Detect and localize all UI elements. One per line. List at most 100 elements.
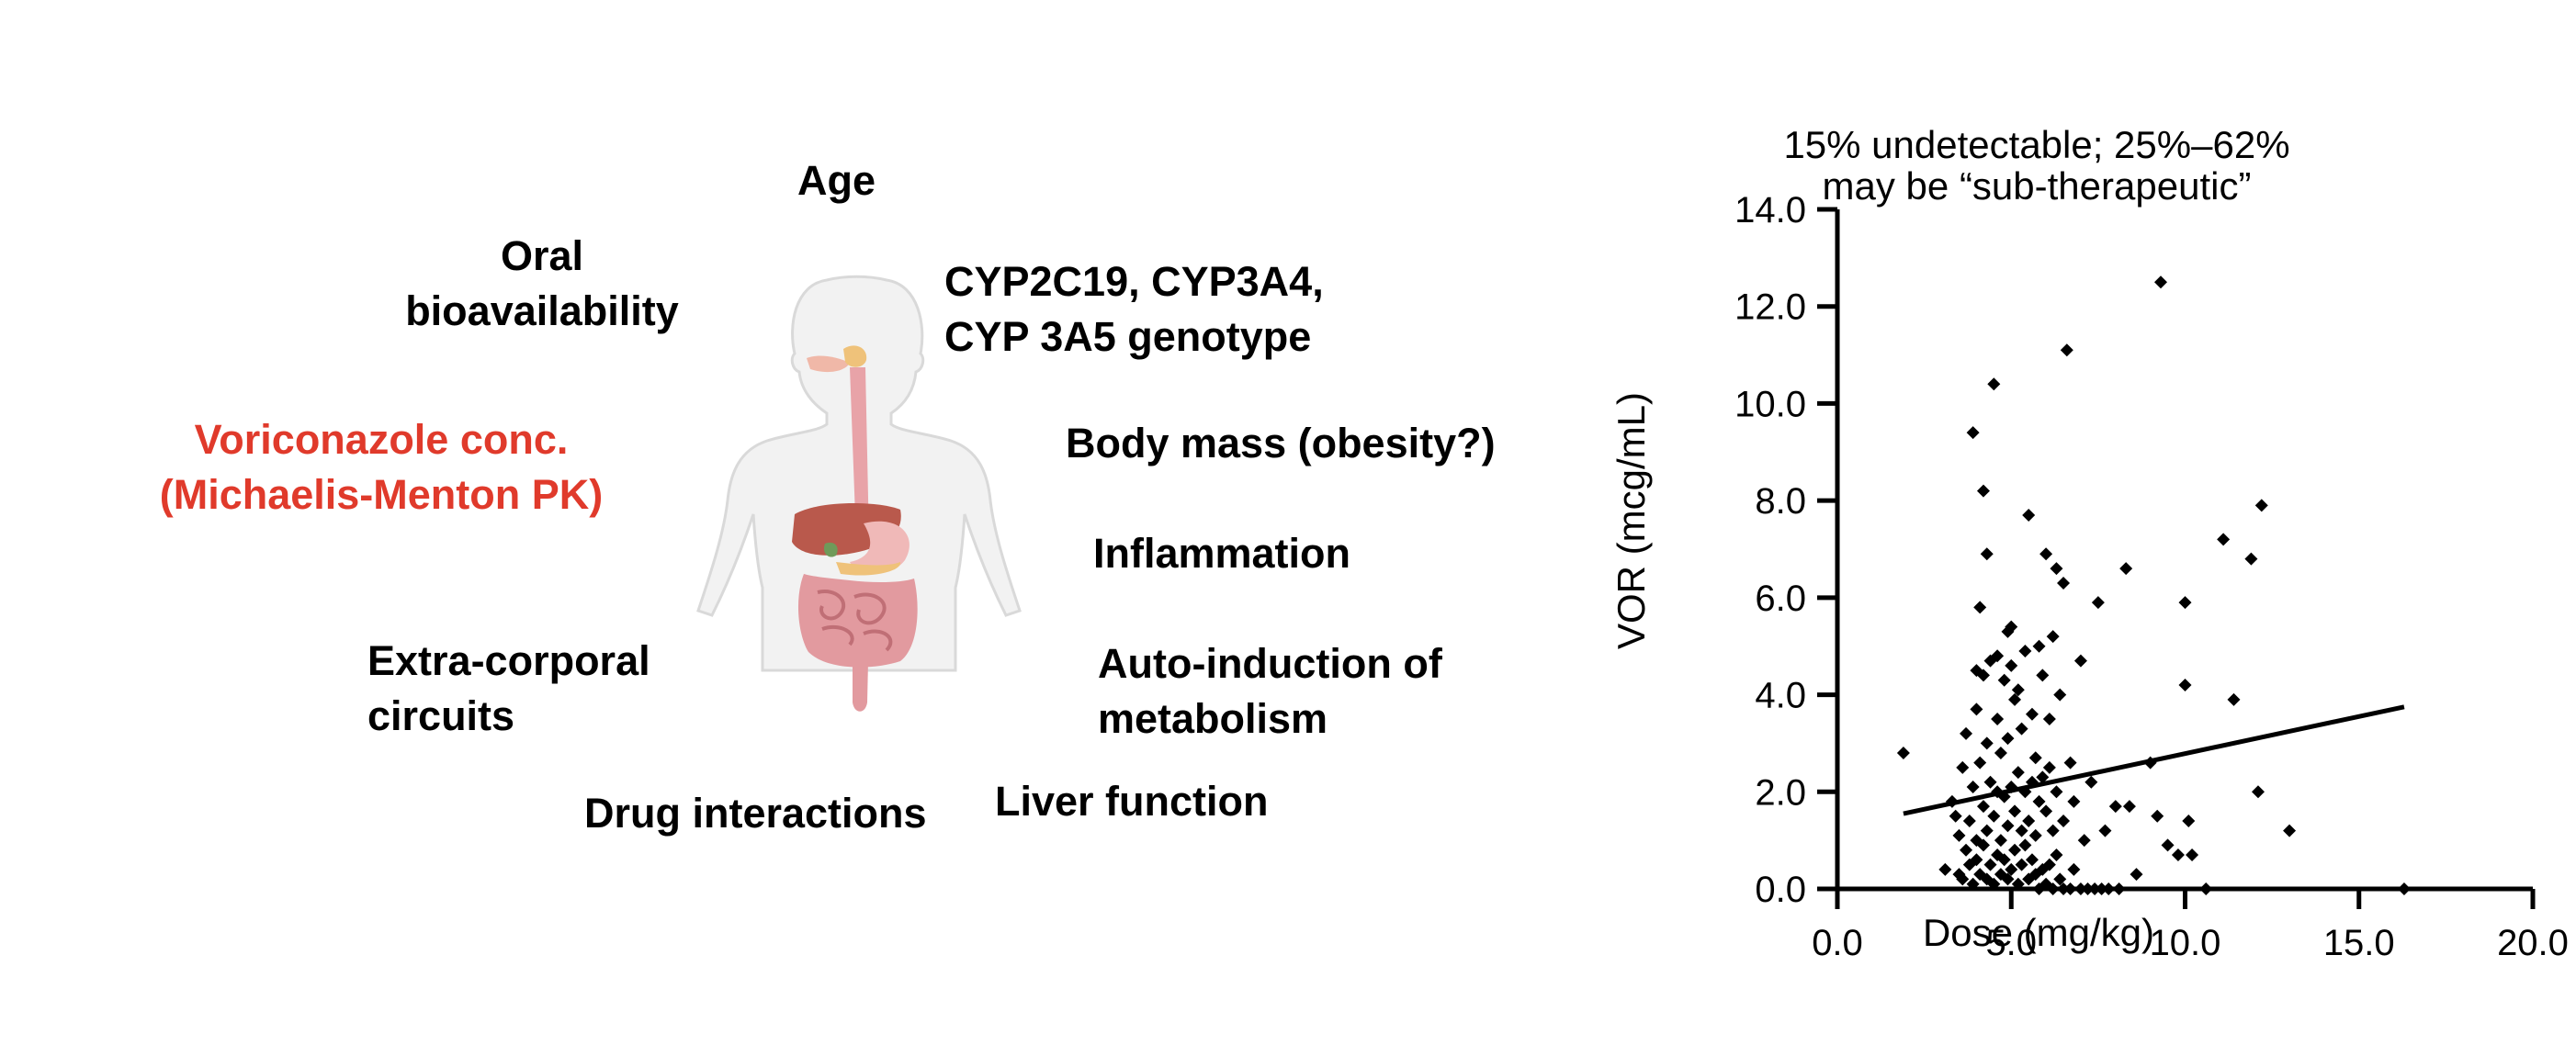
factor-oral-line1: Oral <box>500 232 584 279</box>
data-point <box>2053 872 2067 886</box>
data-point <box>1994 747 2007 759</box>
factor-liver-function: Liver function <box>995 778 1269 825</box>
oral-cavity <box>807 355 850 373</box>
data-point <box>2008 692 2022 706</box>
data-point <box>1896 747 1910 759</box>
trendline <box>1903 704 2405 816</box>
data-point <box>2042 858 2056 871</box>
factor-oral-line2: bioavailability <box>405 287 679 334</box>
factor-vor-line1: Voriconazole conc. <box>194 416 569 463</box>
data-point <box>2154 275 2168 289</box>
data-point <box>1952 868 1966 882</box>
rectum <box>853 661 868 712</box>
data-point <box>2060 343 2073 357</box>
pancreas <box>836 562 901 576</box>
data-point <box>1997 853 2011 867</box>
y-tick-label: 12.0 <box>1734 287 1806 328</box>
data-point <box>2251 785 2265 799</box>
intestine-coils <box>817 590 893 652</box>
factor-oral-bioavailability: Oral bioavailability <box>349 229 735 339</box>
data-point <box>1983 775 1997 789</box>
data-point <box>2057 577 2071 590</box>
factor-auto-line1: Auto-induction of <box>1098 640 1442 687</box>
data-point <box>1970 702 1983 716</box>
data-point <box>2011 877 2025 891</box>
axes: 0.0 2.0 4.0 6.0 8.0 10.0 12.0 14.0 0.0 5.0 10.0 15.… <box>1734 190 2569 963</box>
data-point <box>2039 547 2053 561</box>
trendline-group <box>1903 704 2405 816</box>
factor-extra-corporal: Extra-corporal circuits <box>367 634 650 744</box>
data-point <box>2001 819 2015 833</box>
data-point <box>1976 800 1990 814</box>
factor-extra-line2: circuits <box>367 692 515 739</box>
data-point <box>2067 862 2081 876</box>
data-point <box>2067 794 2081 808</box>
data-point <box>2088 882 2102 895</box>
data-point <box>2005 658 2018 672</box>
y-tick-label: 8.0 <box>1755 481 1806 522</box>
data-point <box>1966 781 1980 793</box>
data-point <box>1973 868 1987 882</box>
data-point <box>1938 862 1952 876</box>
data-point <box>2042 760 2056 774</box>
data-point <box>2011 766 2025 780</box>
data-point <box>2032 639 2046 653</box>
data-point <box>1991 713 2005 725</box>
factor-voriconazole-conc: Voriconazole conc. (Michaelis-Menton PK) <box>101 412 661 522</box>
data-point <box>1987 377 2001 391</box>
data-point <box>1991 649 2005 663</box>
factor-cyp-genotype: CYP2C19, CYP3A4, CYP 3A5 genotype <box>944 254 1324 365</box>
chart-title-line2: may be “sub-therapeutic” <box>1823 164 2252 208</box>
data-point <box>1980 824 1994 837</box>
data-point <box>2108 800 2122 814</box>
data-point <box>2063 756 2077 770</box>
intestines <box>797 574 918 668</box>
data-point <box>2102 882 2116 895</box>
data-point <box>2022 872 2036 886</box>
chart-title-line1: 15% undetectable; 25%–62% <box>1783 123 2289 166</box>
data-point <box>2008 843 2022 857</box>
data-point <box>2050 848 2063 861</box>
data-point <box>2001 732 2015 746</box>
data-point <box>1962 815 1976 827</box>
data-point <box>2028 868 2042 882</box>
y-tick-label: 2.0 <box>1755 772 1806 813</box>
data-point <box>1980 736 1994 750</box>
data-point <box>2283 824 2297 837</box>
data-point <box>2028 751 2042 765</box>
data-point <box>2077 834 2091 848</box>
data-point <box>2119 562 2133 576</box>
factor-drug-interactions: Drug interactions <box>584 790 927 837</box>
data-point <box>2227 692 2241 706</box>
data-point <box>2022 509 2036 522</box>
x-axis-label: Dose (mg/kg) <box>1923 911 2154 954</box>
y-tick-label: 14.0 <box>1734 190 1806 230</box>
data-point <box>1962 858 1976 871</box>
data-point <box>2057 882 2071 895</box>
data-point <box>2028 828 2042 842</box>
data-point <box>2199 882 2213 895</box>
data-point <box>1973 601 1987 614</box>
data-point <box>2011 683 2025 697</box>
data-point <box>2036 770 2050 784</box>
data-point <box>2098 824 2112 837</box>
data-point <box>2008 804 2022 818</box>
data-point <box>2046 882 2060 895</box>
data-point <box>1994 834 2007 848</box>
data-point <box>1976 484 1990 498</box>
data-point <box>2015 824 2028 837</box>
gallbladder <box>823 542 838 557</box>
data-point <box>2050 785 2063 799</box>
data-point <box>2039 804 2053 818</box>
data-point <box>2171 848 2185 861</box>
data-point <box>1960 843 1973 857</box>
data-point <box>2036 669 2050 682</box>
data-point <box>1949 809 1962 823</box>
scatter-chart: 15% undetectable; 25%–62% may be “sub-th… <box>1610 123 2569 963</box>
data-point <box>2178 679 2192 691</box>
data-point <box>1956 872 1970 886</box>
data-point <box>2254 499 2268 512</box>
data-point <box>2042 713 2056 725</box>
data-point <box>2178 596 2192 610</box>
data-point <box>2073 654 2087 668</box>
